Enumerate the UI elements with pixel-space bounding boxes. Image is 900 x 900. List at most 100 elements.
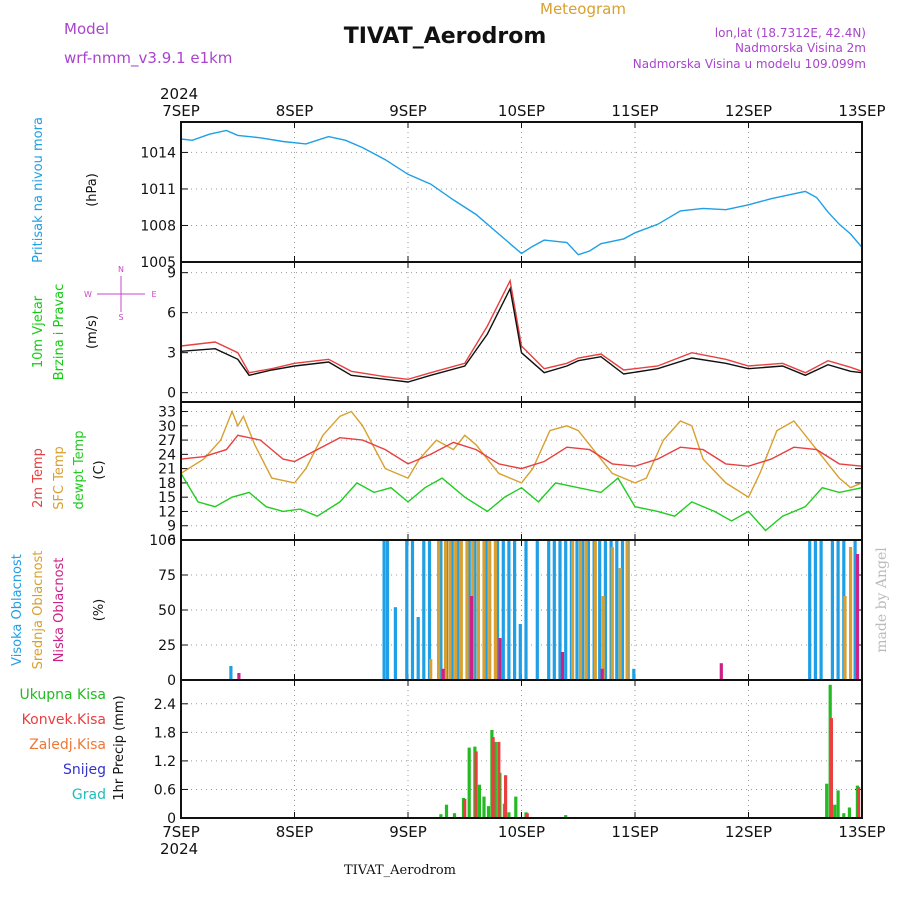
clouds-bar: [524, 540, 528, 680]
wind-axis-title-2: Brzina i Pravac: [52, 284, 67, 381]
y-tick-label: 9: [167, 519, 176, 535]
lonlat-label: lon,lat (18.7312E, 42.4N): [715, 26, 866, 40]
clouds-bar: [496, 540, 500, 680]
y-tick-label: 24: [158, 447, 176, 463]
clouds-bar: [808, 540, 812, 680]
pressure-series-line: [180, 129, 863, 256]
clouds-bar: [600, 668, 604, 680]
y-tick-label: 1005: [140, 255, 176, 271]
clouds-bar: [410, 540, 415, 680]
clouds-bar: [443, 540, 448, 680]
clouds-bar: [830, 540, 834, 680]
y-tick-label: 1.2: [154, 754, 176, 770]
y-tick-label: 0.6: [154, 782, 176, 798]
precip-legend-entry: Grad: [72, 787, 106, 803]
cloud-mid-title: Srednja Oblacnost: [31, 551, 46, 670]
bottom-date-tick: 10SEP: [498, 823, 545, 841]
clouds-bar: [454, 540, 458, 680]
precip-bar: [525, 813, 529, 818]
precip-bar: [514, 796, 518, 818]
precip-axis-title: 1hr Precip (mm): [112, 695, 127, 800]
precip-frame: [180, 679, 863, 819]
clouds-bar: [598, 540, 602, 680]
clouds-bar: [501, 540, 505, 680]
compass-n: N: [118, 265, 124, 274]
precip-legend: Ukupna Kisa Konvek.Kisa Zaledj.Kisa Snijeg G…: [19, 687, 106, 803]
top-date-axis: 2024 7SEP 8SEP 9SEP 10SEP 11SEP 12SEP 13SEP: [160, 85, 886, 120]
y-tick-label: 1014: [140, 145, 176, 161]
clouds-bar: [813, 540, 817, 680]
temp-unit: (C): [92, 460, 107, 479]
clouds-bar: [450, 540, 454, 680]
clouds-bar: [853, 540, 857, 680]
y-tick-label: 50: [158, 603, 176, 619]
precip-bar: [463, 799, 467, 818]
precip-bar: [847, 807, 851, 818]
clouds-bar: [593, 540, 597, 680]
precip-bar: [842, 813, 846, 818]
clouds-bar: [855, 554, 860, 680]
clouds-bar: [558, 540, 562, 680]
clouds-bar: [456, 540, 460, 680]
y-tick-label: 15: [158, 490, 176, 506]
clouds-bar: [382, 540, 386, 680]
clouds-bar: [819, 540, 823, 680]
temp-sfc-title: SFC Temp: [52, 446, 67, 510]
y-tick-label: 0: [167, 386, 176, 402]
clouds-bar: [552, 540, 556, 680]
compass-w: W: [84, 290, 92, 299]
clouds-bar: [488, 540, 492, 680]
temperature-series-line: [180, 434, 863, 470]
precip-bar: [491, 737, 495, 818]
pressure-axis-title: Pritisak na nivou mora: [31, 117, 46, 263]
clouds-bar: [615, 540, 619, 680]
clouds-bar: [498, 638, 502, 680]
clouds-panel: 0 25 50 75 100: [149, 533, 863, 689]
bottom-date-axis: 2024 7SEP 8SEP 9SEP 10SEP 11SEP 12SEP 13SEP: [160, 823, 886, 858]
precip-legend-entry: Ukupna Kisa: [19, 687, 106, 703]
clouds-bar: [610, 547, 614, 680]
precip-bar: [452, 813, 457, 818]
y-tick-label: 3: [167, 346, 176, 362]
clouds-bar: [441, 668, 445, 680]
clouds-bar: [719, 663, 723, 680]
cloud-unit: (%): [92, 599, 107, 622]
clouds-bar: [513, 540, 517, 680]
y-tick-label: 25: [158, 638, 176, 654]
clouds-bar: [571, 540, 575, 680]
precip-bar: [857, 787, 861, 818]
clouds-bar: [237, 673, 241, 680]
clouds-bar: [439, 540, 443, 680]
clouds-bar: [493, 540, 497, 680]
clouds-bar: [422, 540, 426, 680]
clouds-bar: [507, 540, 511, 680]
bottom-date-tick: 7SEP: [162, 823, 200, 841]
clouds-bar: [620, 540, 625, 680]
precip-bar: [836, 790, 840, 818]
precip-bar: [486, 806, 491, 818]
clouds-bar: [448, 540, 452, 680]
temperature-series-line: [180, 409, 863, 499]
cloud-high-title: Visoka Oblacnost: [10, 554, 25, 666]
precip-bar: [467, 747, 471, 818]
compass-s: S: [118, 313, 123, 322]
clouds-bar: [484, 540, 488, 680]
clouds-bar: [429, 659, 433, 680]
clouds-bar: [618, 568, 622, 680]
clouds-bar: [843, 596, 847, 680]
precip-bar: [564, 815, 568, 818]
clouds-bar: [470, 596, 474, 680]
clouds-bar: [427, 540, 432, 680]
precip-legend-entry: Konvek.Kisa: [22, 712, 106, 728]
pressure-ylabel: Pritisak na nivou mora (hPa): [31, 117, 100, 263]
clouds-bar: [465, 540, 469, 680]
precip-bar: [444, 804, 449, 818]
clouds-bar: [385, 540, 390, 680]
subtitle: Meteogram: [540, 0, 626, 18]
precip-bar: [507, 812, 511, 818]
y-tick-label: 21: [158, 462, 176, 478]
pressure-unit: (hPa): [85, 173, 100, 207]
clouds-bar: [632, 668, 636, 680]
precip-bar: [829, 718, 833, 818]
